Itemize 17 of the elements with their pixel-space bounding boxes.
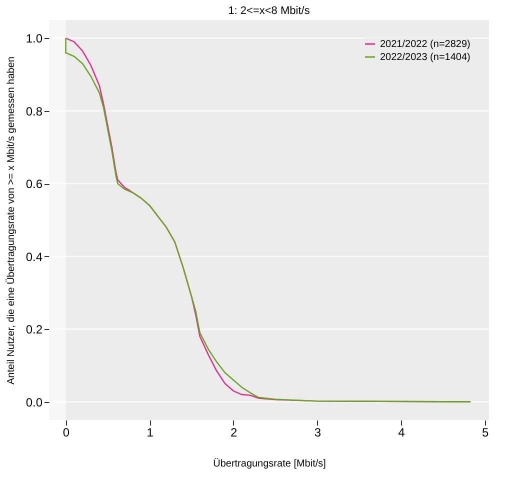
y-axis-title: Anteil Nutzer, die eine Übertragungsrate von >= x Mbit/s gemessen haben [4, 56, 17, 384]
x-tick-label: 3 [314, 426, 322, 440]
x-tick-label: 1 [146, 426, 154, 440]
y-tick-label: 0.4 [26, 250, 43, 264]
y-tick-label: 0.6 [26, 177, 43, 192]
y-tick-label: 0.2 [26, 322, 43, 337]
y-tick-label: 0.8 [26, 104, 43, 118]
x-tick-label: 0 [62, 426, 70, 440]
legend-label: 2021/2022 (n=2829) [380, 39, 470, 50]
x-tick-label: 5 [482, 426, 489, 440]
x-tick-label: 4 [398, 426, 406, 440]
x-tick-label: 2 [230, 426, 238, 440]
y-tick-label: 0.0 [26, 395, 43, 410]
legend-label: 2022/2023 (n=1404) [380, 52, 470, 63]
chart-title: 1: 2<=x<8 Mbit/s [228, 5, 310, 17]
y-tick-label: 1.0 [26, 32, 43, 46]
x-axis-title: Übertragungsrate [Mbit/s] [213, 458, 326, 470]
